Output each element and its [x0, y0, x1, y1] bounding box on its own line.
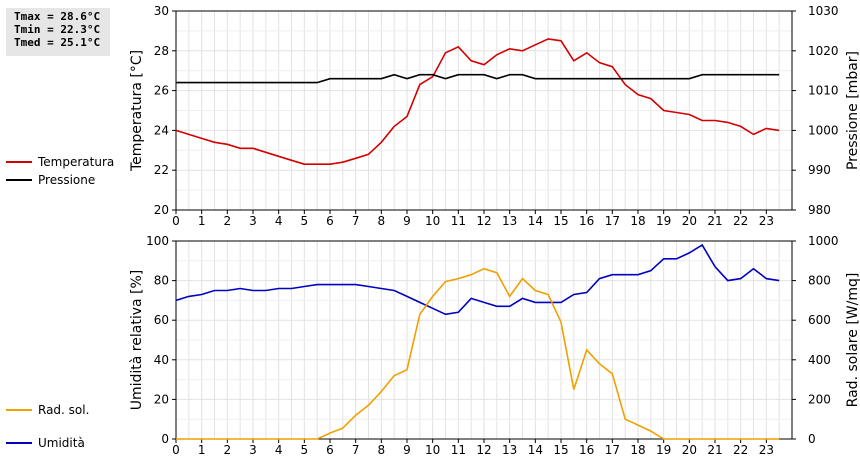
y-tick-label: 20 — [154, 203, 169, 217]
x-tick-label: 5 — [301, 443, 309, 457]
stats-box: Tmax = 28.6°C Tmin = 22.3°C Tmed = 25.1°… — [6, 8, 110, 56]
y2-tick-label: 1010 — [808, 84, 839, 98]
x-tick-label: 21 — [707, 443, 722, 457]
x-tick-label: 8 — [378, 214, 386, 228]
y-tick-label: 22 — [154, 163, 169, 177]
x-tick-label: 2 — [224, 214, 232, 228]
y2-tick-label: 980 — [808, 203, 831, 217]
x-tick-label: 23 — [759, 214, 774, 228]
y-tick-label: 30 — [154, 4, 169, 18]
x-tick-label: 22 — [733, 214, 748, 228]
chart-panel-2: 0 1 2 3 4 5 6 7 8 9 10 11 12 13 14 15 16 17 18 19 20 21 22 2302… — [6, 234, 860, 457]
y-tick-label: 26 — [154, 84, 169, 98]
x-tick-label: 7 — [352, 214, 360, 228]
series-line-rad-sol — [176, 267, 780, 440]
y2-tick-label: 0 — [808, 432, 816, 446]
x-tick-label: 19 — [656, 443, 671, 457]
x-tick-label: 9 — [403, 443, 411, 457]
x-tick-label: 4 — [275, 214, 283, 228]
x-tick-label: 12 — [476, 443, 491, 457]
y2-tick-label: 1020 — [808, 44, 839, 58]
legend: Umidità Rad. sol. — [6, 403, 89, 450]
x-tick-label: 17 — [605, 214, 620, 228]
x-tick-label: 6 — [326, 214, 334, 228]
y-tick-label: 28 — [154, 44, 169, 58]
tmed-label: Tmed = 25.1°C — [14, 36, 101, 49]
x-tick-label: 6 — [326, 443, 334, 457]
x-tick-label: 16 — [579, 443, 594, 457]
x-tick-label: 9 — [403, 214, 411, 228]
x-tick-label: 16 — [579, 214, 594, 228]
legend-label: Rad. sol. — [38, 403, 89, 417]
x-tick-label: 8 — [378, 443, 386, 457]
x-tick-label: 1 — [198, 214, 206, 228]
y-tick-label: 80 — [154, 274, 169, 288]
x-tick-label: 20 — [682, 443, 697, 457]
x-tick-label: 20 — [682, 214, 697, 228]
y-tick-label: 20 — [154, 392, 169, 406]
series-line-umidit — [175, 243, 780, 316]
y2-tick-label: 1030 — [808, 4, 839, 18]
x-tick-label: 18 — [630, 443, 645, 457]
x-tick-label: 21 — [707, 214, 722, 228]
x-tick-label: 13 — [502, 214, 517, 228]
y-tick-label: 24 — [154, 123, 169, 137]
x-tick-label: 10 — [425, 214, 440, 228]
y2-tick-label: 800 — [808, 274, 831, 288]
y-tick-label: 100 — [146, 234, 169, 248]
y2-axis-label: Pressione [mbar] — [845, 51, 860, 170]
series-line-pressione — [176, 73, 780, 84]
tmin-label: Tmin = 22.3°C — [14, 23, 101, 36]
x-tick-label: 14 — [528, 214, 543, 228]
x-tick-label: 2 — [224, 443, 232, 457]
legend: Temperatura Pressione — [6, 155, 114, 187]
x-tick-label: 22 — [733, 443, 748, 457]
x-tick-label: 13 — [502, 443, 517, 457]
y-axis-label: Umidità relativa [%] — [129, 270, 145, 411]
x-tick-label: 15 — [553, 443, 568, 457]
x-tick-label: 0 — [172, 443, 180, 457]
legend-label: Umidità — [38, 436, 85, 450]
x-tick-label: 17 — [605, 443, 620, 457]
y-tick-label: 40 — [154, 353, 169, 367]
x-tick-label: 1 — [198, 443, 206, 457]
x-tick-label: 12 — [476, 214, 491, 228]
x-tick-label: 10 — [425, 443, 440, 457]
y-axis-label: Temperatura [°C] — [129, 50, 145, 172]
y2-tick-label: 200 — [808, 392, 831, 406]
x-tick-label: 7 — [352, 443, 360, 457]
y2-axis-label: Rad. solare [W/mq] — [845, 273, 860, 408]
y2-tick-label: 400 — [808, 353, 831, 367]
y2-tick-label: 1000 — [808, 123, 839, 137]
y-tick-label: 60 — [154, 313, 169, 327]
x-tick-label: 0 — [172, 214, 180, 228]
x-tick-label: 14 — [528, 443, 543, 457]
x-tick-label: 11 — [451, 214, 466, 228]
y2-tick-label: 1000 — [808, 234, 839, 248]
series-line-temperatura — [175, 38, 780, 165]
y-tick-label: 0 — [161, 432, 169, 446]
legend-label: Temperatura — [37, 155, 114, 169]
x-tick-label: 5 — [301, 214, 309, 228]
tmax-label: Tmax = 28.6°C — [14, 10, 101, 23]
x-tick-label: 3 — [249, 443, 257, 457]
legend-label: Pressione — [38, 173, 95, 187]
x-tick-label: 3 — [249, 214, 257, 228]
x-tick-label: 4 — [275, 443, 283, 457]
chart-panel-1: 0 1 2 3 4 5 6 7 8 9 10 11 12 13 14 15 16 17 18 19 20 21 22 2320… — [6, 4, 860, 228]
x-tick-label: 19 — [656, 214, 671, 228]
x-tick-label: 18 — [630, 214, 645, 228]
x-tick-label: 23 — [759, 443, 774, 457]
x-tick-label: 15 — [553, 214, 568, 228]
y2-tick-label: 600 — [808, 313, 831, 327]
y2-tick-label: 990 — [808, 163, 831, 177]
x-tick-label: 11 — [451, 443, 466, 457]
